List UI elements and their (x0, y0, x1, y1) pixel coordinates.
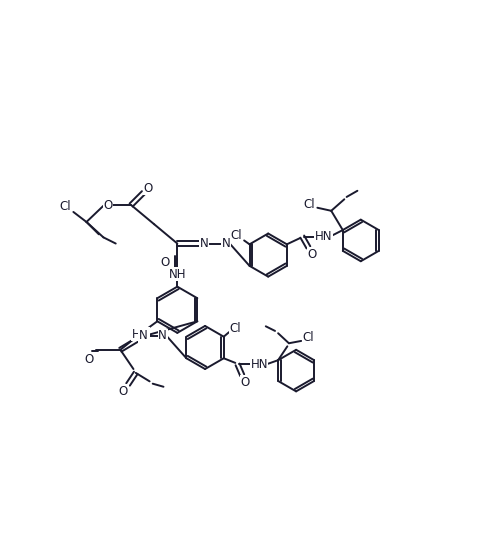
Text: N: N (200, 237, 209, 250)
Text: HN: HN (315, 230, 332, 243)
Text: Cl: Cl (302, 330, 314, 344)
Text: O: O (103, 199, 113, 212)
Text: O: O (144, 181, 153, 194)
Text: Cl: Cl (230, 322, 241, 335)
Text: HN: HN (132, 328, 149, 341)
Text: Cl: Cl (60, 200, 72, 213)
Text: Cl: Cl (231, 228, 242, 241)
Text: N: N (139, 329, 148, 342)
Text: O: O (308, 248, 317, 261)
Text: O: O (84, 353, 93, 366)
Text: N: N (222, 237, 230, 250)
Text: Cl: Cl (304, 198, 316, 211)
Text: O: O (161, 256, 169, 269)
Text: NH: NH (168, 268, 186, 281)
Text: HN: HN (250, 358, 268, 371)
Text: O: O (241, 376, 250, 389)
Text: O: O (119, 385, 128, 398)
Text: N: N (159, 329, 167, 342)
